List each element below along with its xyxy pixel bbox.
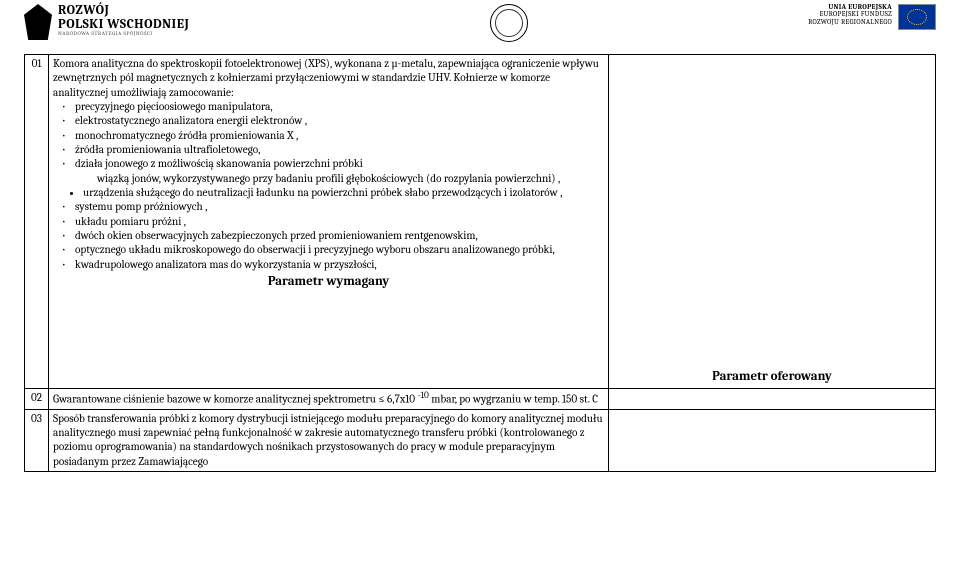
list-item: systemu pomp próżniowych , (75, 200, 604, 214)
table-row: 02 Gwarantowane ciśnienie bazowe w komor… (25, 388, 936, 409)
list-item: układu pomiaru próżni , (75, 215, 604, 229)
list-item: kwadrupolowego analizatora mas do wykorz… (75, 258, 604, 272)
list-item: elektrostatycznego analizatora energii e… (75, 114, 604, 128)
table-row: 03 Sposób transferowania próbki z komory… (25, 409, 936, 471)
row-required: Gwarantowane ciśnienie bazowe w komorze … (49, 388, 609, 409)
row-num: 02 (25, 388, 49, 409)
row-num: 03 (25, 409, 49, 471)
header-left: ROZWÓJ POLSKI WSCHODNIEJ NARODOWA STRATE… (24, 4, 189, 40)
list-item: optycznego układu mikroskopowego do obse… (75, 243, 604, 257)
header-right-line3: ROZWOJU REGIONALNEGO (808, 19, 892, 26)
header-right: UNIA EUROPEJSKA EUROPEJSKI FUNDUSZ ROZWO… (808, 4, 936, 30)
eu-flag-icon (898, 4, 936, 30)
seal-icon (490, 4, 528, 42)
list-item: precyzyjnego pięcioosiowego manipulatora… (75, 100, 604, 114)
param-offered-heading: Parametr oferowany (613, 367, 931, 386)
header-left-sub: NARODOWA STRATEGIA SPÓJNOŚCI (58, 32, 189, 38)
list-item: dwóch okien obserwacyjnych zabezpieczony… (75, 229, 604, 243)
row-required: Sposób transferowania próbki z komory dy… (49, 409, 609, 471)
list-item: urządzenia służącego do neutralizacji ła… (83, 186, 604, 200)
table-row: 01 Komora analityczna do spektroskopii f… (25, 55, 936, 389)
header-left-line2: POLSKI WSCHODNIEJ (58, 18, 189, 32)
row-intro: Komora analityczna do spektroskopii foto… (53, 57, 599, 99)
header-left-line1: ROZWÓJ (58, 4, 189, 18)
list-item: źródła promieniowania ultrafioletowego, (75, 143, 604, 157)
param-required-heading: Parametr wymagany (53, 272, 604, 291)
row-offered (609, 388, 936, 409)
logo-rozwoj-icon (24, 4, 52, 40)
spec-table: 01 Komora analityczna do spektroskopii f… (24, 54, 936, 472)
row-offered: Parametr oferowany (609, 55, 936, 389)
page-header: ROZWÓJ POLSKI WSCHODNIEJ NARODOWA STRATE… (0, 0, 960, 54)
row-required: Komora analityczna do spektroskopii foto… (49, 55, 609, 389)
list-item: monochromatycznego źródła promieniowania… (75, 129, 604, 143)
row-offered (609, 409, 936, 471)
list-item: działa jonowego z możliwością skanowania… (75, 157, 604, 186)
row-num: 01 (25, 55, 49, 389)
